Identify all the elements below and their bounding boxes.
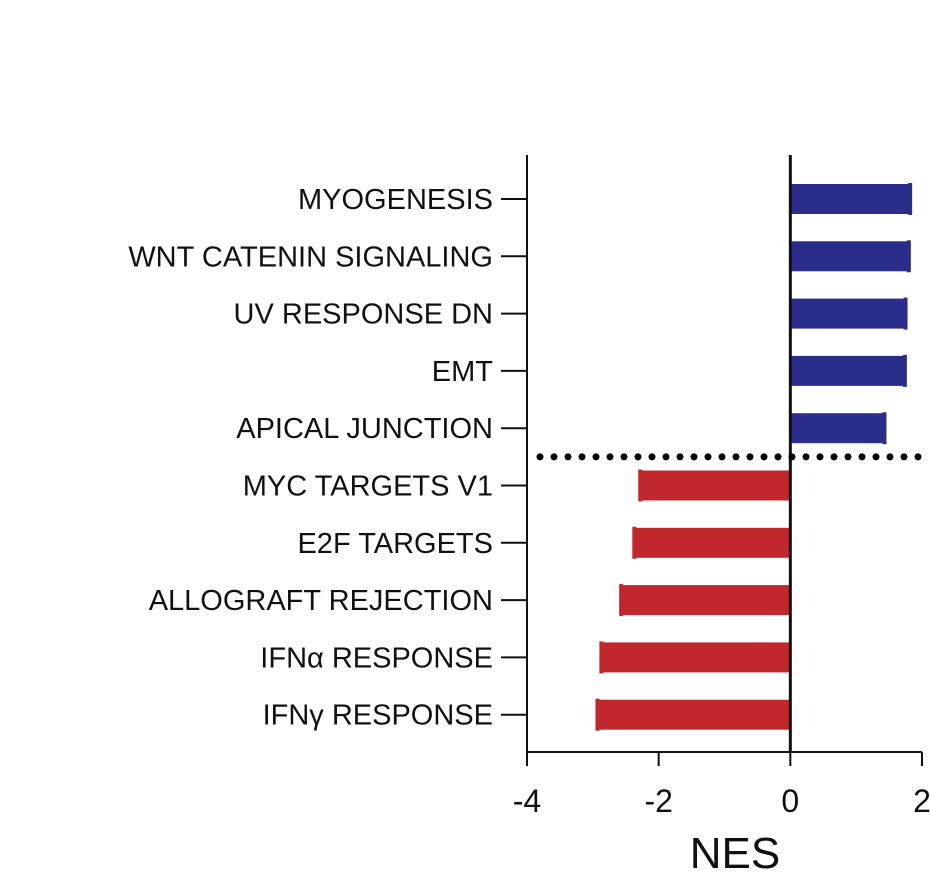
x-tick-label-3: 2 (913, 783, 931, 819)
bars-layer (595, 183, 913, 731)
category-label-7: ALLOGRAFT REJECTION (149, 585, 493, 617)
category-label-2: UV RESPONSE DN (234, 299, 493, 331)
x-tick-label-2: 0 (781, 783, 799, 819)
bar-8 (601, 642, 791, 673)
category-label-5: MYC TARGETS V1 (243, 471, 493, 503)
bar-7 (621, 585, 791, 616)
bar-6 (634, 527, 791, 558)
bar-4 (790, 413, 885, 444)
category-label-1: WNT CATENIN SIGNALING (128, 241, 493, 273)
category-label-0: MYOGENESIS (298, 184, 493, 216)
x-tick-label-1: -2 (644, 783, 672, 819)
category-label-4: APICAL JUNCTION (236, 413, 493, 445)
bar-9 (597, 699, 791, 730)
bar-3 (790, 355, 905, 386)
bar-0 (790, 184, 911, 214)
bar-2 (790, 298, 906, 329)
category-label-9: IFNγ RESPONSE (263, 700, 493, 732)
category-label-8: IFNα RESPONSE (260, 642, 493, 674)
labels-layer: MYOGENESIS WNT CATENIN SIGNALING UV RESPON… (128, 184, 931, 819)
axes-layer (501, 155, 929, 766)
x-tick-label-0: -4 (513, 783, 541, 819)
category-label-3: EMT (432, 356, 494, 388)
bar-5 (640, 470, 791, 501)
category-label-6: E2F TARGETS (297, 528, 493, 560)
x-axis-title: NES (690, 829, 780, 878)
bar-1 (790, 241, 909, 272)
